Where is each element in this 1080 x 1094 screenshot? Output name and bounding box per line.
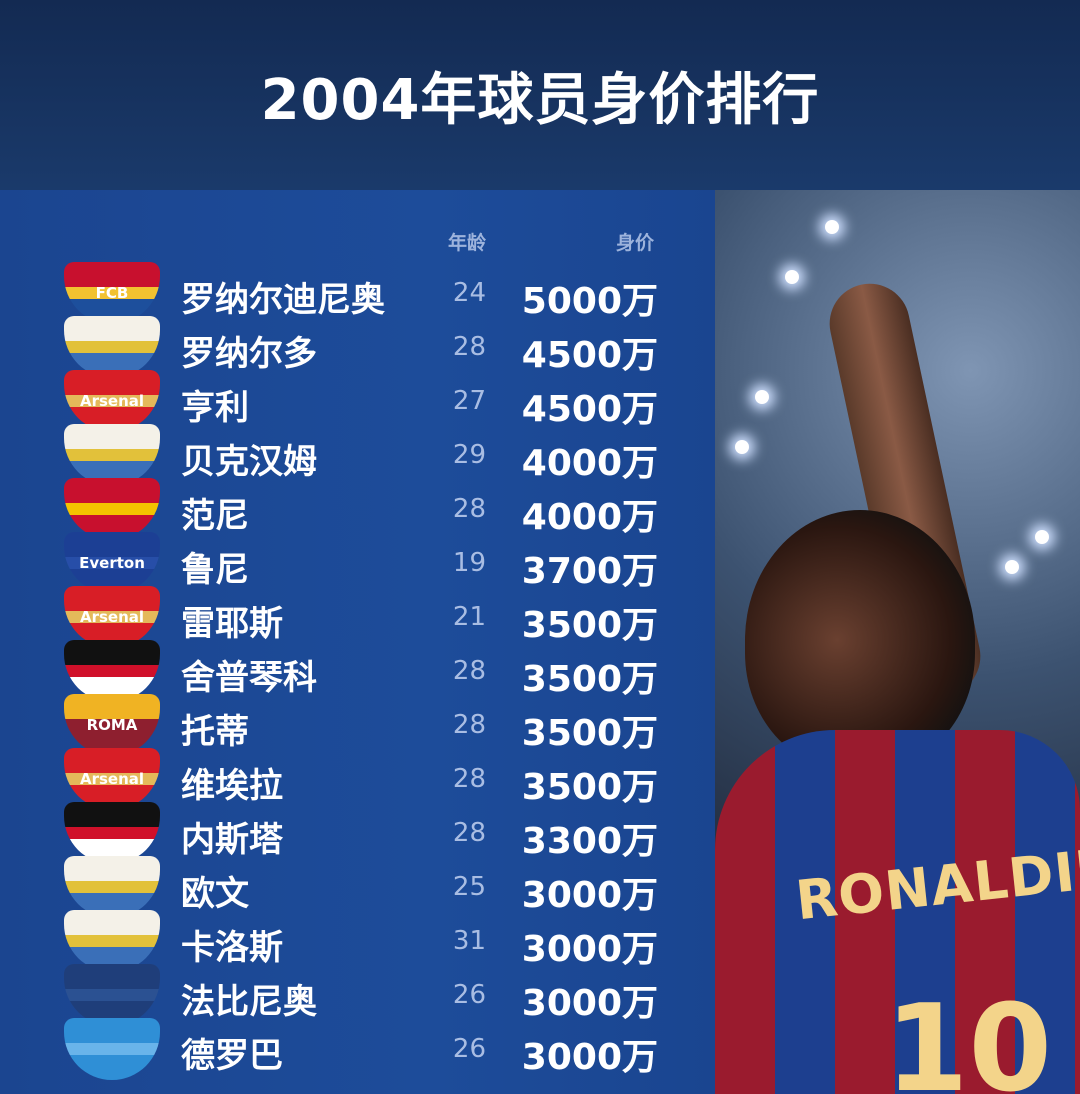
club-crest-icon: Arsenal xyxy=(64,748,160,810)
player-value: 3700万 xyxy=(521,551,658,592)
player-age: 28 xyxy=(452,656,486,686)
player-name: 卡洛斯 xyxy=(181,928,283,968)
header-banner: 2004年球员身价排行 xyxy=(0,0,1080,190)
player-age: 31 xyxy=(452,926,486,956)
player-name: 欧文 xyxy=(181,874,249,914)
crest-lettering: Arsenal xyxy=(79,770,145,788)
player-value: 3000万 xyxy=(521,875,658,916)
player-name: 德罗巴 xyxy=(181,1036,283,1076)
club-crest-icon xyxy=(64,802,160,864)
table-row: 贝克汉姆 29 4000万 xyxy=(0,424,715,486)
club-crest-icon xyxy=(64,964,160,1026)
table-row: 内斯塔 28 3300万 xyxy=(0,802,715,864)
club-crest-icon xyxy=(64,640,160,702)
table-row: 欧文 25 3000万 xyxy=(0,856,715,918)
table-row: 法比尼奥 26 3000万 xyxy=(0,964,715,1026)
player-name: 法比尼奥 xyxy=(181,982,317,1022)
player-value: 4000万 xyxy=(521,443,658,484)
player-value: 3500万 xyxy=(521,605,658,646)
player-value: 5000万 xyxy=(521,281,658,322)
table-row: ROMA 托蒂 28 3500万 xyxy=(0,694,715,756)
table-row: Arsenal 雷耶斯 21 3500万 xyxy=(0,586,715,648)
player-age: 26 xyxy=(452,980,486,1010)
club-crest-icon xyxy=(64,316,160,378)
player-value: 3500万 xyxy=(521,659,658,700)
player-name: 贝克汉姆 xyxy=(181,442,317,482)
club-crest-icon xyxy=(64,856,160,918)
player-value: 4500万 xyxy=(521,389,658,430)
player-age: 25 xyxy=(452,872,486,902)
table-row: 德罗巴 26 3000万 xyxy=(0,1018,715,1080)
player-name: 舍普琴科 xyxy=(181,658,317,698)
player-name: 内斯塔 xyxy=(181,820,283,860)
column-header-age: 年龄 xyxy=(448,232,487,254)
table-row: 罗纳尔多 28 4500万 xyxy=(0,316,715,378)
table-row: 舍普琴科 28 3500万 xyxy=(0,640,715,702)
player-name: 鲁尼 xyxy=(181,550,249,590)
player-age: 19 xyxy=(452,548,486,578)
club-crest-icon: Everton xyxy=(64,532,160,594)
player-value: 4000万 xyxy=(521,497,658,538)
club-crest-icon: FCB xyxy=(64,262,160,324)
player-age: 28 xyxy=(452,818,486,848)
club-crest-icon xyxy=(64,424,160,486)
crest-lettering: ROMA xyxy=(86,716,138,734)
player-value: 3000万 xyxy=(521,929,658,970)
table-row: 范尼 28 4000万 xyxy=(0,478,715,540)
column-header-value: 身价 xyxy=(616,232,655,254)
player-value: 3500万 xyxy=(521,713,658,754)
player-age: 28 xyxy=(452,332,486,362)
player-name: 维埃拉 xyxy=(181,766,283,806)
club-crest-icon: Arsenal xyxy=(64,586,160,648)
crest-lettering: Arsenal xyxy=(79,392,145,410)
player-name: 罗纳尔迪尼奥 xyxy=(181,280,385,320)
table-row: Arsenal 维埃拉 28 3500万 xyxy=(0,748,715,810)
player-age: 28 xyxy=(452,710,486,740)
ranking-table: 年龄 身价 FCB 罗纳尔迪尼奥 24 5000万 罗纳尔多 28 4500万 A… xyxy=(0,190,715,1094)
player-age: 24 xyxy=(452,278,486,308)
club-crest-icon xyxy=(64,1018,160,1080)
player-age: 28 xyxy=(452,764,486,794)
crest-lettering: FCB xyxy=(95,284,129,302)
table-row: 卡洛斯 31 3000万 xyxy=(0,910,715,972)
table-row: FCB 罗纳尔迪尼奥 24 5000万 xyxy=(0,262,715,324)
player-age: 28 xyxy=(452,494,486,524)
club-crest-icon: ROMA xyxy=(64,694,160,756)
player-photo: RONALDINH 10 xyxy=(715,190,1080,1094)
club-crest-icon xyxy=(64,478,160,540)
player-name: 托蒂 xyxy=(181,712,249,752)
player-name: 罗纳尔多 xyxy=(181,334,317,374)
crest-lettering: Arsenal xyxy=(79,608,145,626)
player-value: 3300万 xyxy=(521,821,658,862)
player-name: 亨利 xyxy=(181,388,249,428)
player-name: 雷耶斯 xyxy=(181,604,283,644)
player-age: 29 xyxy=(452,440,486,470)
player-value: 3500万 xyxy=(521,767,658,808)
player-age: 26 xyxy=(452,1034,486,1064)
table-row: Arsenal 亨利 27 4500万 xyxy=(0,370,715,432)
player-value: 3000万 xyxy=(521,983,658,1024)
crest-lettering: Everton xyxy=(79,554,145,572)
player-age: 27 xyxy=(452,386,486,416)
table-row: Everton 鲁尼 19 3700万 xyxy=(0,532,715,594)
club-crest-icon: Arsenal xyxy=(64,370,160,432)
player-age: 21 xyxy=(452,602,486,632)
club-crest-icon xyxy=(64,910,160,972)
player-value: 4500万 xyxy=(521,335,658,376)
player-value: 3000万 xyxy=(521,1037,658,1078)
jersey-number: 10 xyxy=(885,980,1052,1094)
player-name: 范尼 xyxy=(181,496,249,536)
page-title: 2004年球员身价排行 xyxy=(260,67,820,133)
